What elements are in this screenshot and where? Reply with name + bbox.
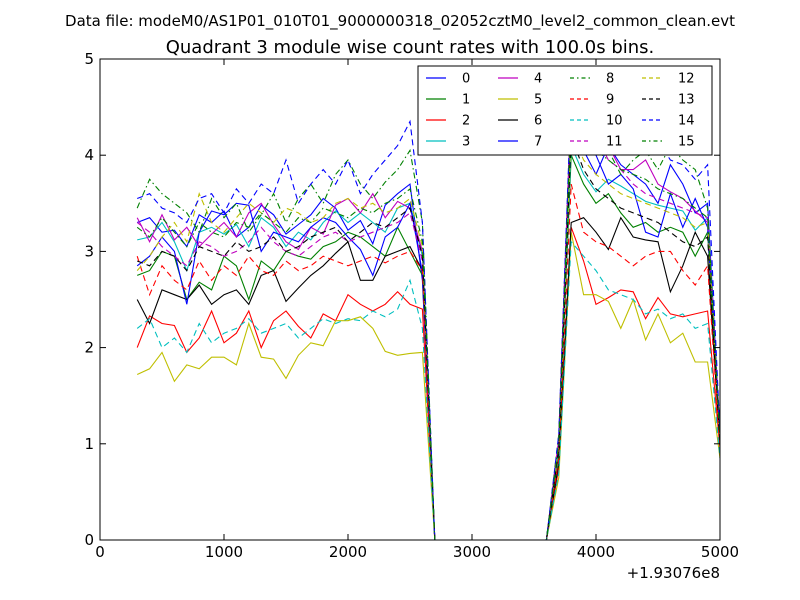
series-line-2 [136,227,720,540]
legend-label-8: 8 [606,72,614,87]
legend-label-10: 10 [606,114,623,129]
legend-label-14: 14 [678,114,695,129]
legend-label-3: 3 [462,135,470,150]
legend-label-2: 2 [462,114,470,129]
x-tick-label: 4000 [577,543,615,561]
chart-suptitle: Data file: modeM0/AS1P01_010T01_90000003… [65,12,735,31]
plot-frame [99,58,721,541]
chart-title: Quadrant 3 module wise count rates with … [166,37,655,58]
y-tick-label: 5 [84,50,94,68]
x-tick-label: 0 [95,543,105,561]
series-line-9 [136,183,720,540]
legend-label-5: 5 [534,93,542,108]
legend-label-12: 12 [678,72,695,87]
x-tick-label: 5000 [701,543,739,561]
series-line-8 [136,97,720,540]
series-line-11 [136,100,720,540]
legend-label-11: 11 [606,135,623,150]
legend-box [417,65,713,156]
x-tick-label: 1000 [205,543,243,561]
y-tick-label: 4 [84,146,94,164]
series-line-10 [136,240,720,540]
legend-label-13: 13 [678,93,695,108]
legend-label-9: 9 [606,93,614,108]
legend-label-1: 1 [462,93,470,108]
legend-label-4: 4 [534,72,542,87]
series-line-13 [137,135,720,540]
x-offset-label: +1.93076e8 [627,564,720,582]
legend-label-15: 15 [678,135,695,150]
y-tick-label: 1 [84,435,94,453]
y-tick-label: 3 [84,242,94,260]
x-tick-label: 2000 [329,543,367,561]
legend-label-6: 6 [534,114,542,129]
y-tick-label: 2 [84,339,94,357]
legend-label-7: 7 [534,135,542,150]
y-tick-label: 0 [84,531,94,549]
legend-label-0: 0 [462,72,470,87]
series-layer [136,91,720,540]
x-tick-label: 3000 [453,543,491,561]
series-line-15 [136,109,720,540]
series-line-5 [136,232,720,540]
